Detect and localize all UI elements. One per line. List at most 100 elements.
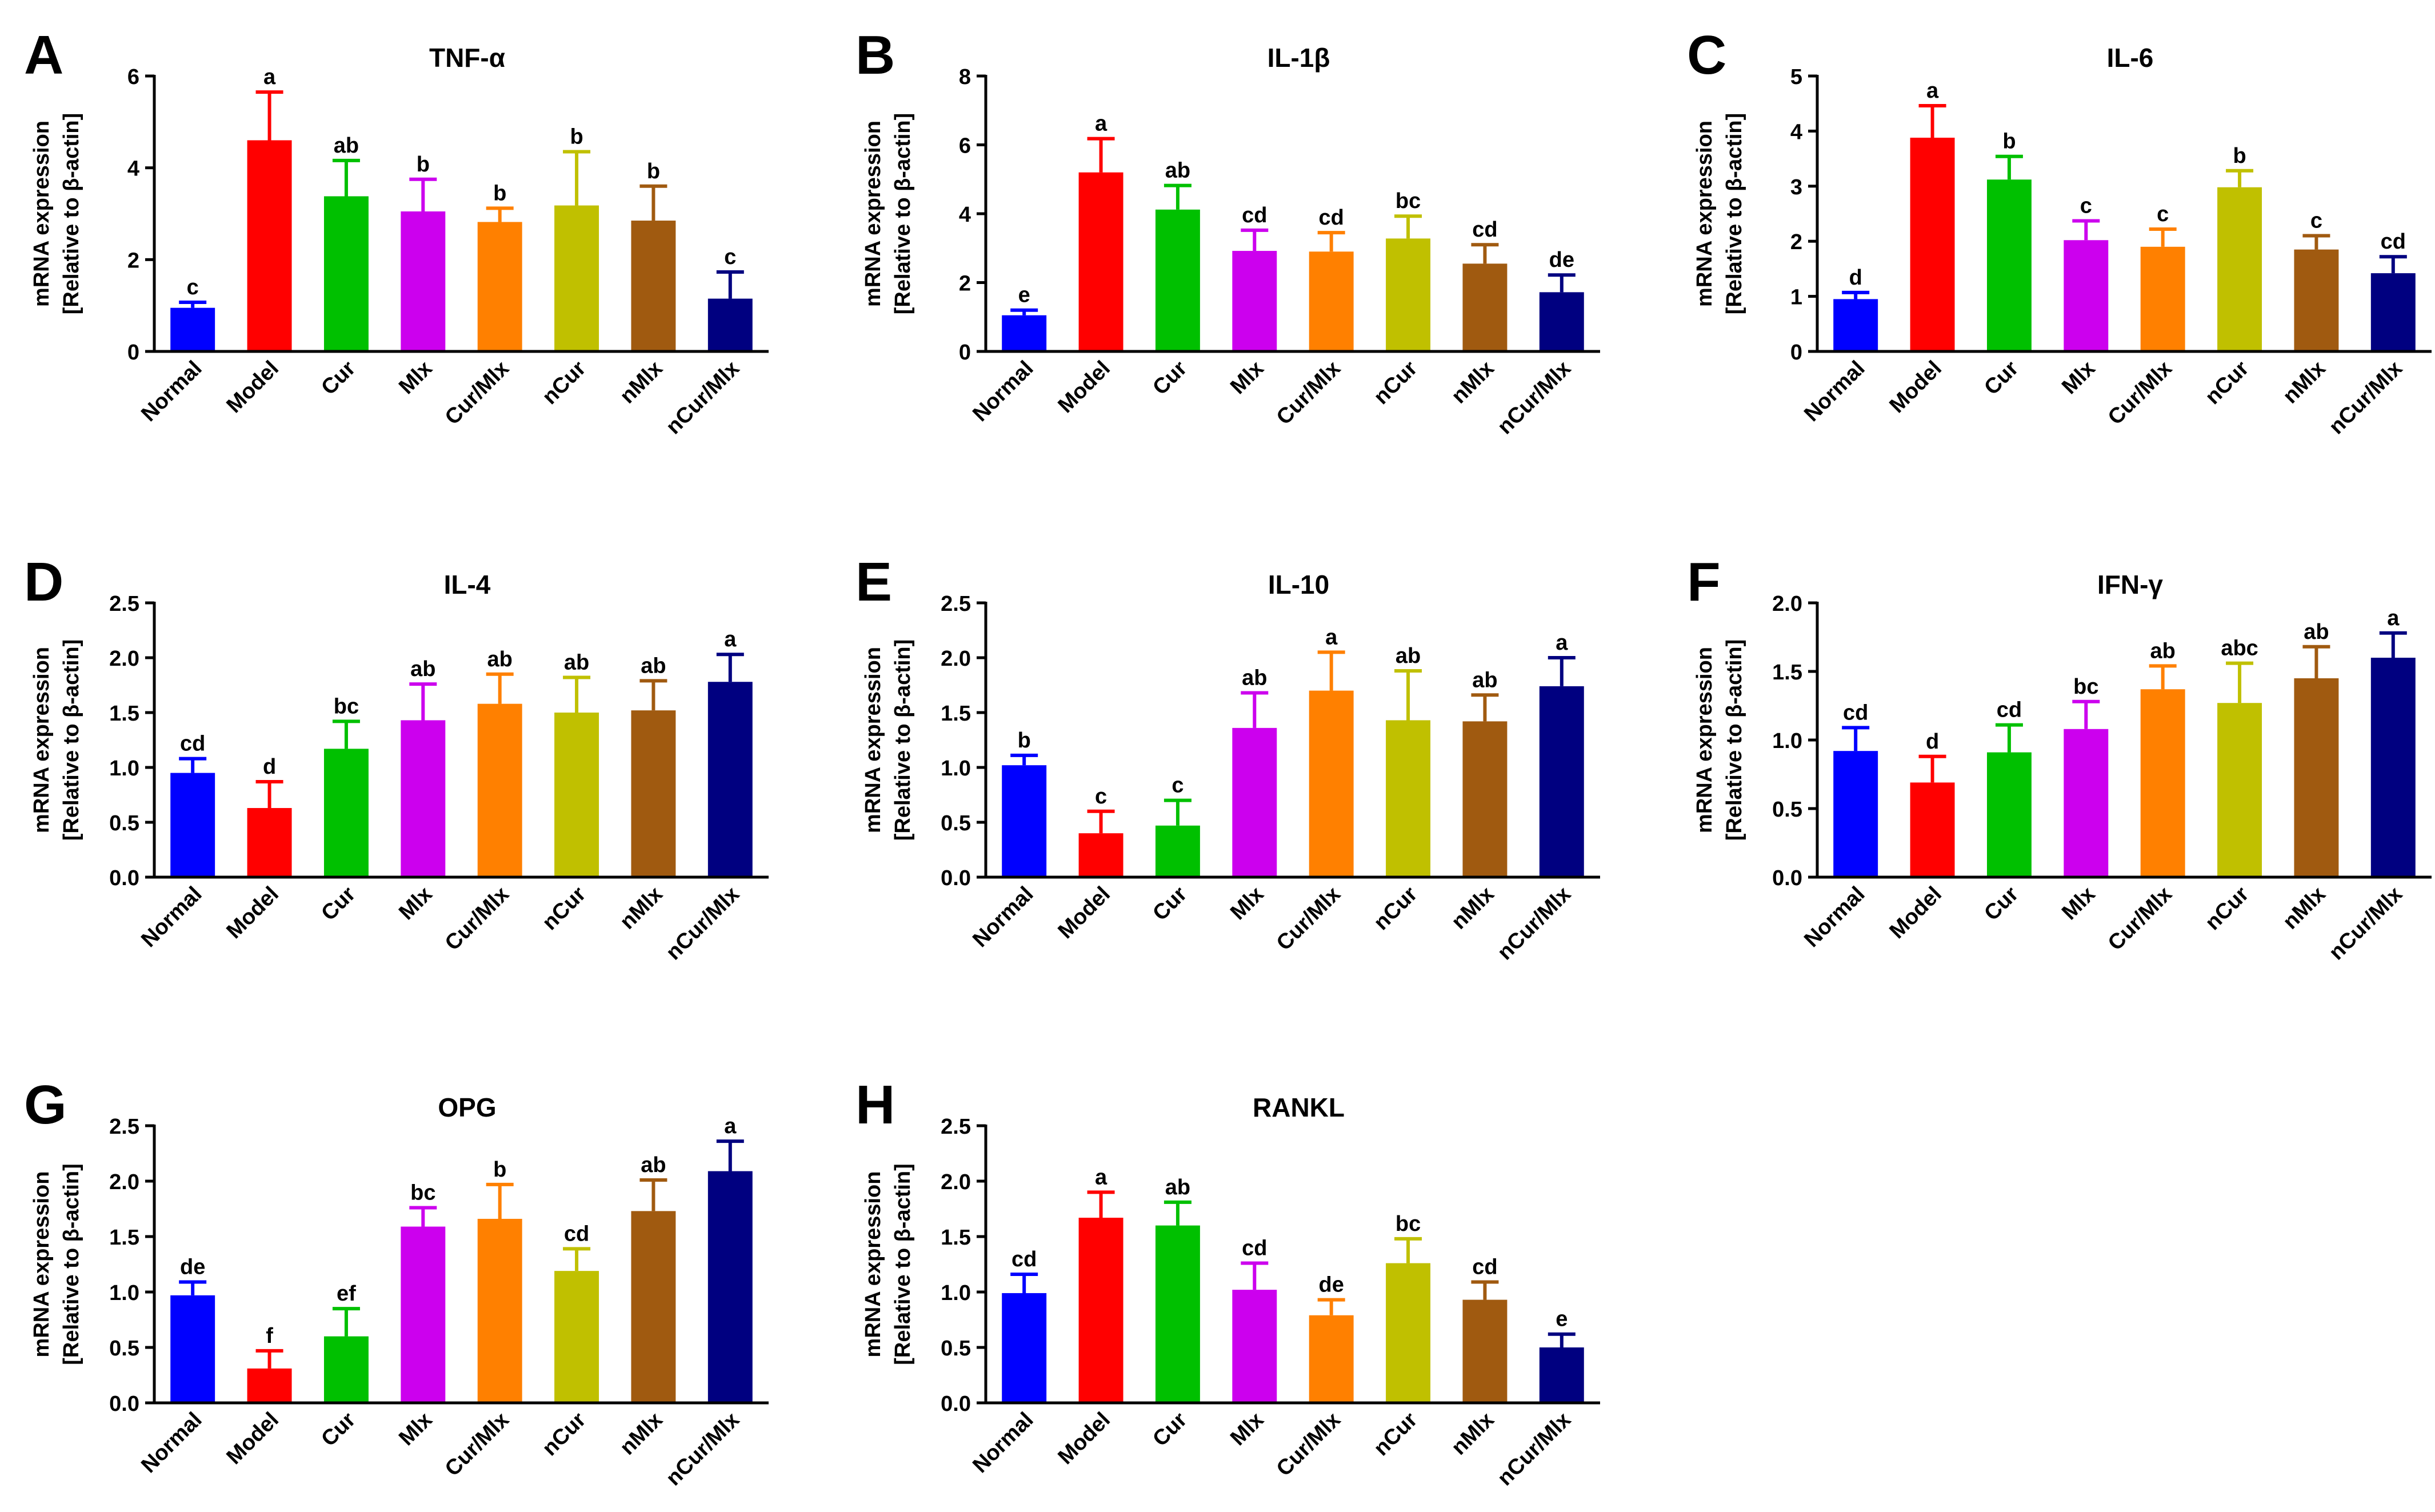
y-tick-label: 2.5: [941, 1115, 971, 1139]
x-tick-label: Cur: [1980, 357, 2023, 400]
y-tick-label: 5: [1790, 65, 1802, 89]
x-tick-label: Model: [1054, 882, 1115, 943]
y-tick-label: 0.0: [1772, 866, 1802, 890]
y-tick-label: 4: [1790, 120, 1802, 144]
panel-letter: F: [1687, 551, 1721, 613]
bar-ncur-mlx: [2370, 658, 2416, 877]
y-tick-label: 1.5: [941, 702, 971, 726]
x-tick-label: nCur: [2201, 357, 2254, 410]
significance-letter: b: [1018, 729, 1031, 753]
bar-model: [1910, 782, 1955, 877]
y-tick-label: 1.5: [941, 1226, 971, 1250]
chart-panel-d: D IL-4 mRNA expression [Relative to β-actin…: [24, 551, 769, 965]
significance-letter: ab: [2304, 620, 2329, 644]
chart-panel-h: H RANKL mRNA expression [Relative to β-acti…: [855, 1074, 1600, 1490]
significance-letter: ab: [1165, 1175, 1190, 1199]
bar-ncur-mlx: [707, 298, 753, 351]
significance-letter: cd: [1242, 1237, 1267, 1261]
y-tick-label: 6: [127, 65, 139, 89]
y-tick-label: 0.0: [109, 866, 139, 890]
y-tick-label: 1.5: [109, 1226, 139, 1250]
x-tick-label: nCur/Mlx: [1493, 1408, 1576, 1491]
x-tick-label: nCur/Mlx: [2325, 882, 2408, 965]
bar-cur: [1986, 179, 2032, 351]
y-tick-label: 3: [1790, 175, 1802, 199]
x-tick-label: Cur: [1148, 882, 1191, 926]
bar-model: [247, 808, 292, 877]
x-tick-label: Mlx: [1226, 882, 1269, 925]
bar-normal: [1002, 1293, 1047, 1403]
significance-letter: ab: [1396, 644, 1421, 668]
chart-panel-a: A TNF-α mRNA expression [Relative to β-acti…: [24, 25, 769, 439]
y-tick-label: 1.0: [941, 757, 971, 781]
significance-letter: c: [187, 275, 199, 299]
bar-cur-mlx: [1309, 251, 1354, 351]
y-tick-label: 0: [127, 341, 139, 365]
significance-letter: a: [1556, 631, 1568, 655]
bar-normal: [1002, 765, 1047, 877]
y-axis-label-line1: mRNA expression: [30, 1171, 54, 1358]
bar-cur: [1155, 825, 1200, 877]
significance-letter: ab: [641, 654, 666, 678]
significance-letter: a: [1325, 625, 1338, 649]
bar-normal: [170, 307, 215, 351]
bar-normal: [170, 1295, 215, 1403]
y-tick-label: 1.0: [1772, 729, 1802, 753]
x-tick-label: Model: [1885, 882, 1946, 943]
y-axis-label-line2: [Relative to β-actin]: [59, 639, 83, 841]
significance-letter: a: [1095, 1165, 1107, 1189]
significance-letter: e: [1018, 283, 1030, 307]
bar-mlx: [2064, 729, 2109, 877]
x-tick-label: Cur: [317, 357, 360, 400]
bar-nmlx: [2294, 678, 2339, 877]
y-axis-label-line1: mRNA expression: [1693, 121, 1717, 307]
y-tick-label: 1.5: [109, 702, 139, 726]
y-tick-label: 2: [959, 272, 971, 296]
significance-letter: b: [417, 153, 430, 177]
chart-panel-e: E IL-10 mRNA expression [Relative to β-acti…: [855, 551, 1600, 965]
bar-model: [247, 140, 292, 351]
y-axis-label-line2: [Relative to β-actin]: [1722, 639, 1746, 841]
y-tick-label: 0.5: [1772, 798, 1802, 822]
x-tick-label: Model: [1885, 357, 1946, 418]
bar-nmlx: [1462, 1299, 1508, 1403]
bar-cur-mlx: [2140, 689, 2185, 877]
significance-letter: bc: [1396, 1212, 1421, 1236]
x-tick-label: nCur: [538, 1408, 591, 1461]
y-tick-label: 2.0: [1772, 592, 1802, 616]
significance-letter: cd: [1997, 698, 2022, 722]
panel-letter: B: [855, 25, 895, 86]
bar-ncur-mlx: [707, 682, 753, 877]
bar-ncur-mlx: [1539, 1347, 1584, 1403]
significance-letter: ab: [1165, 159, 1190, 183]
y-tick-label: 0: [1790, 341, 1802, 365]
x-tick-label: Cur: [317, 882, 360, 926]
x-tick-label: Cur/Mlx: [441, 882, 514, 955]
y-tick-label: 1.0: [109, 1281, 139, 1305]
significance-letter: a: [1926, 79, 1939, 103]
significance-letter: e: [1556, 1307, 1568, 1331]
bar-ncur: [2217, 187, 2262, 351]
x-tick-label: Cur/Mlx: [441, 1408, 514, 1481]
y-tick-label: 1.5: [1772, 661, 1802, 685]
bar-cur: [1986, 752, 2032, 877]
significance-letter: b: [493, 1158, 506, 1182]
significance-letter: ab: [1242, 666, 1267, 690]
x-tick-label: Cur/Mlx: [1272, 882, 1345, 955]
significance-letter: de: [1549, 248, 1574, 272]
significance-letter: cd: [1472, 1255, 1497, 1279]
bar-cur-mlx: [477, 222, 522, 351]
significance-letter: bc: [2073, 675, 2098, 699]
y-axis-label-line2: [Relative to β-actin]: [891, 639, 915, 841]
y-tick-label: 8: [959, 65, 971, 89]
y-axis-label-line1: mRNA expression: [861, 1171, 885, 1358]
significance-letter: a: [1095, 112, 1107, 136]
panel-letter: C: [1687, 25, 1726, 86]
bar-ncur-mlx: [707, 1171, 753, 1403]
significance-letter: d: [1926, 730, 1939, 754]
bar-ncur-mlx: [2370, 273, 2416, 351]
bar-cur-mlx: [2140, 246, 2185, 351]
x-tick-label: Normal: [137, 882, 206, 952]
significance-letter: d: [263, 755, 276, 779]
